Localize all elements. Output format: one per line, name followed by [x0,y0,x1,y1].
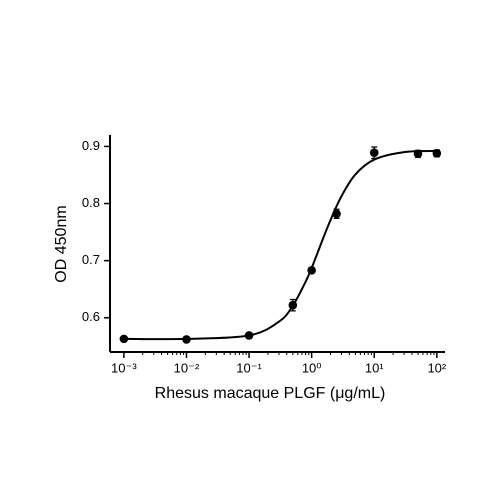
point [244,331,254,340]
point [182,335,191,344]
x-axis-title: Rhesus macaque PLGF (μg/mL) [155,385,386,402]
x-tick-label: 10⁻² [174,360,200,375]
fit-curve [123,149,437,341]
y-tick-label: 0.8 [82,195,100,210]
y-tick-label: 0.9 [82,138,100,153]
point [119,334,129,344]
point [332,209,341,219]
y-tick-label: 0.7 [82,252,100,267]
x-tick-label: 10² [427,360,446,375]
x-tick-label: 10⁻³ [111,360,137,375]
point [307,266,316,275]
point [369,148,379,158]
x-tick-label: 10⁻¹ [236,360,262,375]
y-tick-label: 0.6 [82,309,100,324]
y-axis-title: OD 450nm [53,205,70,282]
x-tick-label: 10¹ [365,360,384,375]
point [413,149,423,159]
point [432,148,442,158]
x-tick-label: 10⁰ [302,360,322,375]
point [288,300,298,310]
